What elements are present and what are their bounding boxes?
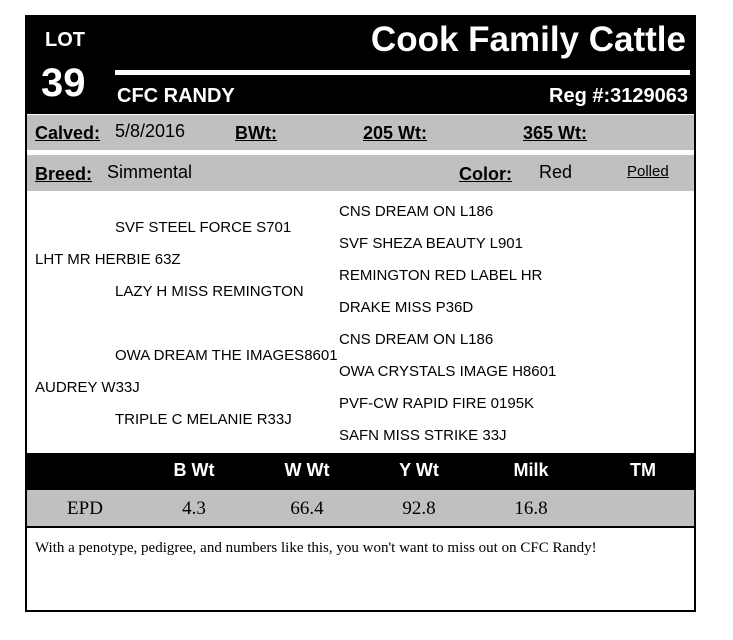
color-value: Red <box>539 162 573 182</box>
epd-values-row: EPD 4.3 66.4 92.8 16.8 <box>27 490 694 528</box>
pedigree-ds-sire: CNS DREAM ON L186 <box>339 331 494 348</box>
pedigree-dd-dam: SAFN MISS STRIKE 33J <box>339 427 507 444</box>
epd-value-ywt: 92.8 <box>402 498 436 519</box>
breed-label: Breed: <box>35 164 93 184</box>
epd-row-label: EPD <box>67 498 103 519</box>
pedigree-ss-sire: CNS DREAM ON L186 <box>339 203 494 220</box>
comment: With a penotype, pedigree, and numbers l… <box>35 540 597 556</box>
epd-header-row: B Wt W Wt Y Wt Milk TM <box>27 453 694 490</box>
epd-value-bwt: 4.3 <box>182 498 206 519</box>
calved-label: Calved: <box>35 123 101 143</box>
registration-number: Reg #:3129063 <box>549 85 688 107</box>
pedigree-ds-dam: OWA CRYSTALS IMAGE H8601 <box>339 363 557 380</box>
epd-value-wwt: 66.4 <box>290 498 324 519</box>
epd-header-wwt: W Wt <box>284 460 330 480</box>
bwt-label: BWt: <box>235 123 277 143</box>
pedigree-sd-sire: REMINGTON RED LABEL HR <box>339 267 543 284</box>
pedigree-sd-dam: DRAKE MISS P36D <box>339 299 474 316</box>
epd-header-ywt: Y Wt <box>399 460 439 480</box>
pedigree-sire-sire: SVF STEEL FORCE S701 <box>115 219 292 236</box>
pedigree-ss-dam: SVF SHEZA BEAUTY L901 <box>339 235 523 252</box>
polled-value: Polled <box>627 163 669 180</box>
lot-card: LOT 39 Cook Family Cattle CFC RANDY Reg … <box>25 15 696 612</box>
epd-value-milk: 16.8 <box>514 498 548 519</box>
pedigree-dam: AUDREY W33J <box>35 379 140 396</box>
lot-number: 39 <box>41 61 86 105</box>
epd-header-bwt: B Wt <box>173 460 215 480</box>
header-divider <box>115 70 690 75</box>
pedigree-dam-dam: TRIPLE C MELANIE R33J <box>115 411 292 428</box>
lot-header: LOT 39 Cook Family Cattle CFC RANDY Reg … <box>27 17 694 114</box>
pedigree-sire-dam: LAZY H MISS REMINGTON <box>115 283 304 300</box>
breed-value: Simmental <box>107 162 193 182</box>
365-wt-label: 365 Wt: <box>523 123 588 143</box>
205-wt-label: 205 Wt: <box>363 123 428 143</box>
color-label: Color: <box>459 164 512 184</box>
weights-row: Calved: 5/8/2016 BWt: 205 Wt: 365 Wt: <box>27 115 694 150</box>
calved-value: 5/8/2016 <box>115 121 186 141</box>
epd-header-tm: TM <box>630 460 656 480</box>
epd-header-milk: Milk <box>513 460 549 480</box>
pedigree-sire: LHT MR HERBIE 63Z <box>35 251 181 268</box>
animal-name: CFC RANDY <box>117 85 235 107</box>
pedigree: CNS DREAM ON L186 SVF STEEL FORCE S701 S… <box>27 191 694 453</box>
farm-name: Cook Family Cattle <box>370 20 686 59</box>
breed-row: Breed: Simmental Color: Red Polled <box>27 155 694 191</box>
pedigree-dd-sire: PVF-CW RAPID FIRE 0195K <box>339 395 535 412</box>
pedigree-dam-sire: OWA DREAM THE IMAGES8601 <box>115 347 338 364</box>
lot-label: LOT <box>45 29 85 51</box>
